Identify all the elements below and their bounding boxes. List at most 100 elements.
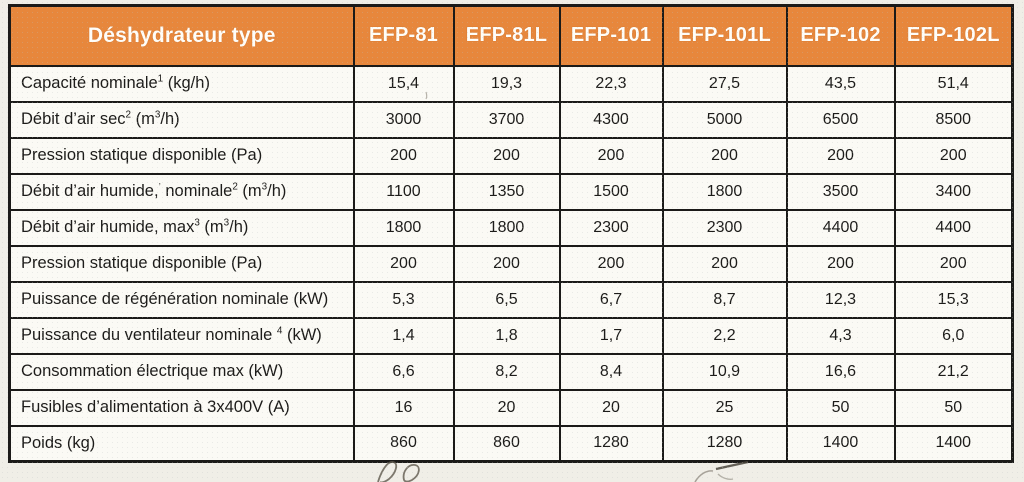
row-label-debit-air-humide-nominale: Débit d’air humide,’ nominale2 (m3/h) — [8, 172, 355, 211]
value-cell: 3400 — [893, 172, 1014, 211]
row-label-puissance-ventilateur-nominale: Puissance du ventilateur nominale 4 (kW) — [8, 316, 355, 355]
label-text: (kW) — [282, 326, 322, 344]
value-cell: 15,4 — [352, 64, 455, 103]
row-label-capacite-nominale: Capacité nominale1 (kg/h) — [8, 64, 355, 103]
table-row-puissance-regeneration-nominale: Puissance de régénération nominale (kW) 5… — [8, 280, 1014, 319]
table-header-row: Déshydrateur type EFP-81 EFP-81L EFP-101 EF… — [8, 4, 1014, 67]
superscript: 3 — [223, 217, 230, 229]
value-cell: 6,6 — [352, 352, 455, 391]
value-cell: 22,3 — [558, 64, 664, 103]
row-label-debit-air-sec: Débit d’air sec2 (m3/h) — [8, 100, 355, 139]
handwritten-pencil-mark — [715, 460, 749, 471]
value-cell: 1,7 — [558, 316, 664, 355]
value-cell: 20 — [558, 388, 664, 427]
label-text: (kg/h) — [163, 74, 210, 92]
value-cell: 1800 — [352, 208, 455, 247]
row-label-poids: Poids (kg) — [8, 424, 355, 463]
table-row-debit-air-humide-nominale: Débit d’air humide,’ nominale2 (m3/h) 110… — [8, 172, 1014, 211]
superscript: 3 — [194, 217, 200, 229]
value-cell: 51,4 — [893, 64, 1014, 103]
label-text: Puissance du ventilateur nominale — [21, 326, 277, 344]
superscript: 1 — [157, 73, 164, 85]
column-header-efp-101l: EFP-101L — [661, 4, 788, 67]
value-cell: 12,3 — [785, 280, 896, 319]
value-cell: 200 — [893, 244, 1014, 283]
value-cell: 8,7 — [661, 280, 788, 319]
value-cell: 2300 — [661, 208, 788, 247]
row-label-pression-statique-disponible-2: Pression statique disponible (Pa) — [8, 244, 355, 283]
value-cell: 50 — [893, 388, 1014, 427]
handwritten-pencil-mark — [717, 473, 734, 480]
handwritten-pencil-mark — [694, 470, 714, 482]
value-cell: 8500 — [893, 100, 1014, 139]
value-cell: 16,6 — [785, 352, 896, 391]
superscript: 4 — [276, 325, 283, 337]
handwritten-pencil-scribble — [377, 461, 398, 482]
value-cell: 3500 — [785, 172, 896, 211]
table-row-pression-statique-disponible-1: Pression statique disponible (Pa) 200 200 2… — [8, 136, 1014, 175]
value-cell: 25 — [661, 388, 788, 427]
value-cell: 200 — [452, 136, 561, 175]
value-cell: 5,3 — [352, 280, 455, 319]
column-header-efp-102: EFP-102 — [785, 4, 896, 67]
value-cell: 1400 — [785, 424, 896, 463]
value-cell: 8,4 — [558, 352, 664, 391]
value-cell: 1800 — [661, 172, 788, 211]
table-row-pression-statique-disponible-2: Pression statique disponible (Pa) 200 200 2… — [8, 244, 1014, 283]
value-cell: 860 — [452, 424, 561, 463]
value-cell: 1400 — [893, 424, 1014, 463]
value-cell: 1800 — [452, 208, 561, 247]
label-text: Capacité nominale — [21, 74, 158, 92]
value-cell: 4400 — [893, 208, 1014, 247]
value-cell: 6,0 — [893, 316, 1014, 355]
table-row-capacite-nominale: Capacité nominale1 (kg/h) 15,4 19,3 22,3 27,… — [8, 64, 1014, 103]
superscript: 3 — [154, 109, 161, 121]
value-cell: 6500 — [785, 100, 896, 139]
value-cell: 4300 — [558, 100, 664, 139]
table-row-consommation-electrique-max: Consommation électrique max (kW) 6,6 8,2 8,… — [8, 352, 1014, 391]
value-cell: 1280 — [558, 424, 664, 463]
label-text: /h) — [160, 110, 180, 128]
label-text: nominale — [160, 182, 233, 200]
value-cell: 10,9 — [661, 352, 788, 391]
label-text: Débit d’air humide, — [21, 182, 159, 200]
value-cell: 5000 — [661, 100, 788, 139]
value-cell: 16 — [352, 388, 455, 427]
value-cell: 50 — [785, 388, 896, 427]
table-row-poids: Poids (kg) 860 860 1280 1280 1400 1400 — [8, 424, 1014, 463]
column-header-efp-101: EFP-101 — [558, 4, 664, 67]
row-label-pression-statique-disponible-1: Pression statique disponible (Pa) — [8, 136, 355, 175]
value-cell: 200 — [558, 244, 664, 283]
label-text: Débit d’air humide, max — [21, 218, 195, 236]
value-cell: 200 — [352, 136, 455, 175]
value-cell: 6,7 — [558, 280, 664, 319]
value-cell: 1,4 — [352, 316, 455, 355]
value-cell: 8,2 — [452, 352, 561, 391]
value-cell: 1350 — [452, 172, 561, 211]
row-label-fusibles-alimentation: Fusibles d’alimentation à 3x400V (A) — [8, 388, 355, 427]
value-cell: 20 — [452, 388, 561, 427]
column-header-efp-81: EFP-81 — [352, 4, 455, 67]
label-text: Puissance de régénération nominale (kW) — [21, 290, 329, 308]
value-cell: 200 — [661, 244, 788, 283]
label-text: /h) — [267, 182, 287, 200]
value-cell: 200 — [558, 136, 664, 175]
dehydrator-spec-table: Déshydrateur type EFP-81 EFP-81L EFP-101 EF… — [8, 4, 1014, 463]
superscript: 3 — [261, 181, 268, 193]
value-cell: 6,5 — [452, 280, 561, 319]
value-cell: 1100 — [352, 172, 455, 211]
value-cell: 1,8 — [452, 316, 561, 355]
value-cell: 200 — [785, 136, 896, 175]
value-cell: 43,5 — [785, 64, 896, 103]
label-text: Consommation électrique max (kW) — [21, 362, 284, 380]
value-cell: 27,5 — [661, 64, 788, 103]
superscript: 2 — [125, 109, 132, 121]
table-row-debit-air-humide-max: Débit d’air humide, max3 (m3/h) 1800 1800 2… — [8, 208, 1014, 247]
superscript: ’ — [158, 181, 161, 193]
column-header-efp-102l: EFP-102L — [893, 4, 1014, 67]
value-cell: 3000 — [352, 100, 455, 139]
value-cell: 15,3 — [893, 280, 1014, 319]
table-title: Déshydrateur type — [8, 4, 355, 67]
superscript: 2 — [232, 181, 238, 193]
value-cell: 200 — [352, 244, 455, 283]
